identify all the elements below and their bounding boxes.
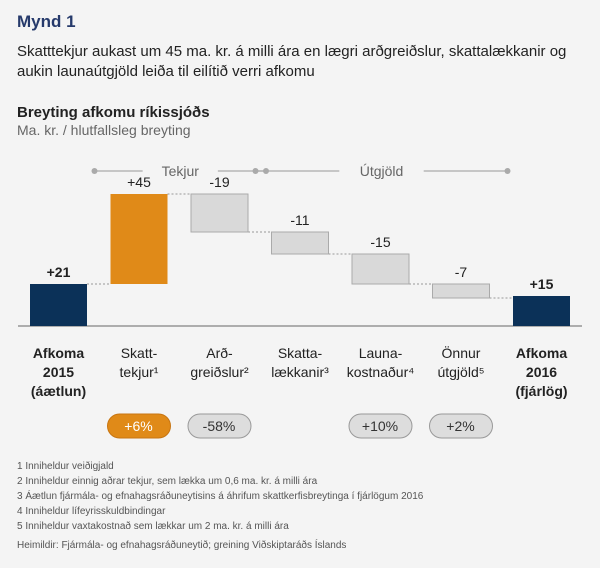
footnote: 3 Áætlun fjármála- og efnahagsráðuneytis…	[17, 491, 424, 502]
group-line-dot	[504, 168, 511, 174]
bar	[351, 253, 410, 285]
bar	[110, 194, 168, 284]
percent-label: +10%	[362, 418, 398, 434]
category-label: tekjur¹	[120, 364, 159, 380]
bar	[513, 296, 570, 326]
category-label: útgjöld⁵	[437, 364, 484, 380]
headline: Skatttekjur aukast um 45 ma. kr. á milli…	[17, 43, 567, 80]
category-label: Skatta-	[278, 345, 323, 361]
group-line-dot	[91, 168, 98, 174]
category-label: (áætlun)	[31, 383, 86, 399]
percent-label: +2%	[446, 418, 474, 434]
value-label: +21	[47, 264, 71, 280]
source-note: Heimildir: Fjármála- og efnahagsráðuneyt…	[17, 540, 347, 551]
category-label: Arð-	[206, 345, 233, 361]
category-label: kostnaður⁴	[347, 364, 415, 380]
category-label: 2016	[526, 364, 557, 380]
bar	[271, 231, 329, 255]
value-label: -7	[455, 264, 468, 280]
category-label: Önnur	[442, 344, 481, 361]
group-line-dot	[252, 168, 259, 174]
figure-label: Mynd 1	[17, 12, 76, 31]
value-label: -11	[290, 212, 309, 228]
footnote: 2 Inniheldur einnig aðrar tekjur, sem læ…	[17, 476, 318, 487]
category-label: Launa-	[359, 345, 403, 361]
percent-label: -58%	[203, 418, 236, 434]
category-label: greiðslur²	[190, 364, 249, 380]
category-label: lækkanir³	[271, 364, 329, 380]
percent-pill	[107, 413, 171, 439]
bar	[432, 283, 490, 299]
bar	[30, 284, 87, 326]
percent-pill	[429, 413, 493, 439]
category-label: Afkoma	[33, 345, 85, 361]
category-label: Afkoma	[516, 345, 568, 361]
footnotes: 1 Inniheldur veiðigjald 2 Inniheldur ein…	[17, 459, 423, 534]
category-label: Skatt-	[121, 345, 158, 361]
waterfall-chart: Tekjur Útgjöld +21 Afkoma 2015 (áætlun) +45 Ska…	[18, 163, 582, 439]
percent-pill	[187, 413, 252, 439]
value-label: +45	[127, 174, 151, 190]
chart-title: Breyting afkomu ríkissjóðs	[17, 104, 210, 121]
value-label: -15	[370, 234, 390, 250]
category-label: 2015	[43, 364, 74, 380]
group-label: Útgjöld	[360, 163, 404, 179]
bar	[190, 193, 249, 233]
percent-pill	[348, 413, 413, 439]
group-label: Tekjur	[162, 163, 200, 179]
chart-subtitle: Ma. kr. / hlutfallsleg breyting	[17, 122, 191, 138]
value-label: -19	[209, 174, 229, 190]
footnote: 4 Inniheldur lífeyrisskuldbindingar	[17, 506, 166, 517]
percent-label: +6%	[124, 418, 152, 434]
value-label: +15	[530, 276, 554, 292]
category-label: (fjárlög)	[515, 383, 567, 399]
footnote: 5 Inniheldur vaxtakostnað sem lækkar um …	[17, 521, 289, 532]
footnote: 1 Inniheldur veiðigjald	[17, 461, 114, 472]
